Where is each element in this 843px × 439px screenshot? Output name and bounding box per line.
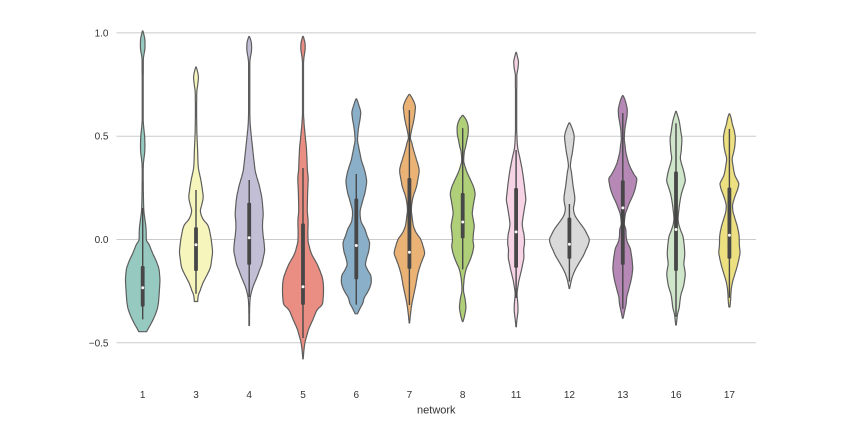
svg-text:0.5: 0.5 xyxy=(95,132,109,143)
svg-text:−0.5: −0.5 xyxy=(89,338,109,349)
svg-text:12: 12 xyxy=(564,390,576,401)
svg-text:8: 8 xyxy=(460,390,466,401)
svg-text:1.0: 1.0 xyxy=(95,28,109,39)
svg-text:17: 17 xyxy=(724,390,736,401)
svg-text:7: 7 xyxy=(407,390,413,401)
svg-text:1: 1 xyxy=(140,390,146,401)
svg-text:11: 11 xyxy=(511,390,522,401)
svg-text:network: network xyxy=(417,404,456,416)
svg-text:0.0: 0.0 xyxy=(95,235,109,246)
svg-text:13: 13 xyxy=(617,390,629,401)
svg-text:5: 5 xyxy=(300,390,306,401)
svg-text:4: 4 xyxy=(246,390,252,401)
svg-text:16: 16 xyxy=(670,390,682,401)
svg-text:3: 3 xyxy=(193,390,199,401)
svg-text:6: 6 xyxy=(354,390,360,401)
